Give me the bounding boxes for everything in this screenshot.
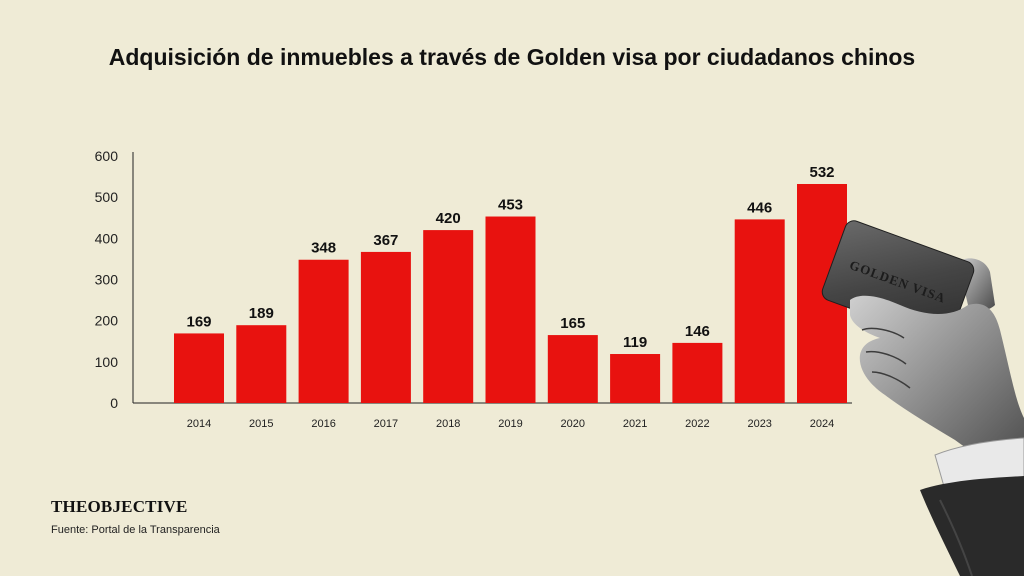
bar	[672, 342, 723, 403]
bar-value-label: 367	[373, 232, 398, 249]
bar	[734, 219, 785, 403]
bar	[236, 325, 287, 403]
bar-value-label: 446	[747, 199, 772, 216]
bar-value-label: 189	[249, 305, 274, 322]
y-tick-label: 600	[95, 148, 119, 164]
y-tick-label: 100	[95, 354, 119, 370]
bar	[360, 251, 411, 403]
x-tick-label: 2018	[436, 418, 460, 430]
bar	[174, 333, 224, 403]
x-tick-label: 2024	[810, 418, 834, 430]
x-tick-label: 2023	[747, 418, 771, 430]
bar	[610, 354, 661, 403]
x-tick-label: 2017	[374, 418, 398, 430]
brand-logo: THEOBJECTIVE	[51, 497, 188, 516]
y-tick-label: 500	[95, 189, 119, 205]
bar-value-label: 169	[186, 313, 211, 330]
x-tick-label: 2016	[311, 418, 335, 430]
bar	[423, 230, 474, 403]
bar	[485, 216, 536, 403]
y-tick-label: 200	[95, 313, 119, 329]
bar-value-label: 420	[436, 210, 461, 227]
bar-value-label: 146	[685, 323, 710, 340]
y-tick-label: 300	[95, 272, 119, 288]
chart-title: Adquisición de inmuebles a través de Gol…	[108, 44, 916, 70]
bar-value-label: 453	[498, 197, 523, 214]
bar	[547, 335, 598, 403]
bar-value-label: 119	[623, 334, 647, 351]
x-tick-label: 2021	[623, 418, 647, 430]
bar	[298, 259, 349, 403]
source-note: Fuente: Portal de la Transparencia	[51, 524, 220, 536]
x-tick-label: 2015	[249, 418, 273, 430]
x-tick-label: 2014	[187, 418, 211, 430]
x-tick-label: 2022	[685, 418, 709, 430]
x-tick-label: 2019	[498, 418, 522, 430]
y-tick-label: 0	[110, 395, 118, 411]
bar-value-label: 348	[311, 240, 336, 257]
bar-value-label: 532	[809, 164, 834, 181]
x-tick-label: 2020	[561, 418, 585, 430]
bar-value-label: 165	[560, 315, 585, 332]
y-tick-label: 400	[95, 230, 119, 246]
